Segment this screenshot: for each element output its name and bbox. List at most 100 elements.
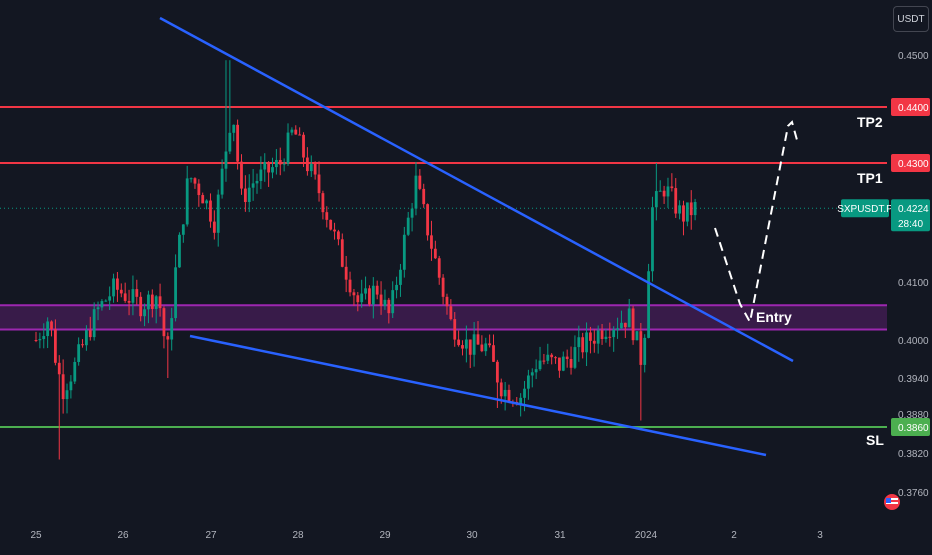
symbol-tag: [841, 199, 889, 218]
candle: [240, 161, 243, 189]
candle: [682, 205, 685, 222]
candle: [166, 336, 170, 340]
y-tick-label: 0.3940: [898, 374, 929, 385]
x-tick-label: 2024: [635, 530, 658, 541]
candle: [383, 299, 387, 306]
candle: [643, 337, 647, 365]
candle: [395, 284, 398, 291]
candle: [379, 294, 383, 306]
level-price-tag-tp1: [891, 154, 930, 172]
candle: [538, 360, 542, 370]
candle: [654, 191, 658, 208]
candle: [209, 200, 212, 222]
candle: [112, 278, 115, 297]
candle: [340, 239, 344, 267]
candle: [290, 129, 294, 133]
candle: [453, 319, 457, 340]
candle: [325, 212, 329, 220]
candle: [387, 299, 391, 314]
level-name-tp2: TP2: [857, 114, 883, 130]
candle: [674, 188, 678, 214]
candle: [143, 309, 146, 317]
candle: [530, 372, 534, 376]
candle: [174, 267, 177, 319]
candle: [263, 162, 267, 170]
candle: [484, 343, 488, 352]
candle: [61, 374, 65, 400]
candle: [371, 285, 375, 305]
candle: [127, 300, 131, 303]
candle: [178, 234, 181, 268]
candle: [406, 217, 410, 235]
candle: [422, 188, 426, 205]
candle: [585, 332, 588, 353]
candle: [581, 337, 585, 353]
candle: [492, 345, 495, 362]
candle: [337, 231, 340, 240]
candle: [131, 289, 135, 303]
candle: [294, 129, 298, 135]
x-tick-label: 27: [205, 530, 217, 541]
candle: [154, 296, 158, 309]
candle: [461, 345, 464, 349]
candle: [472, 334, 476, 355]
candle: [34, 340, 38, 341]
candle: [503, 389, 507, 397]
candle: [600, 330, 604, 339]
wedge-lower-trendline: [189, 334, 767, 457]
x-tick-label: 25: [30, 530, 42, 541]
candle: [430, 235, 433, 249]
candle: [123, 293, 127, 301]
candle: [410, 208, 414, 218]
candle: [616, 328, 619, 330]
currency-button[interactable]: USDT: [893, 6, 929, 32]
candle: [596, 330, 600, 344]
candle: [418, 175, 422, 189]
candle: [457, 339, 461, 346]
candle: [488, 343, 492, 346]
candle: [526, 375, 530, 389]
candle: [402, 234, 406, 270]
x-tick-label: 2: [731, 530, 737, 541]
candle: [150, 294, 154, 309]
candle: [92, 309, 96, 338]
candle: [426, 204, 429, 236]
candle: [247, 187, 251, 202]
candle: [309, 163, 313, 172]
candle: [658, 190, 662, 192]
candle: [519, 397, 523, 405]
candle: [81, 344, 84, 346]
candle: [399, 269, 402, 285]
candle: [232, 124, 236, 133]
current-price-tag: [891, 199, 930, 232]
candle: [507, 389, 511, 402]
candle: [523, 388, 526, 398]
candle: [243, 188, 247, 202]
candle: [162, 308, 166, 337]
candle: [189, 178, 193, 180]
candle: [329, 219, 333, 230]
y-tick-label: 0.3880: [898, 410, 929, 421]
y-tick-label: 0.3820: [898, 449, 929, 460]
level-name-sl: SL: [866, 432, 884, 448]
candle: [437, 258, 441, 278]
candle: [321, 193, 325, 213]
y-tick-label: 0.3760: [898, 488, 929, 499]
candle: [554, 357, 557, 359]
candle: [100, 301, 104, 308]
y-tick-label: 0.4100: [898, 278, 929, 289]
symbol-label: SXPUSDT.P: [837, 204, 893, 215]
candle: [375, 285, 379, 295]
candle: [449, 306, 453, 320]
candle: [116, 278, 119, 290]
countdown-label: 28:40: [898, 219, 923, 230]
level-price-tag-tp2: [891, 98, 930, 116]
candle: [73, 361, 77, 382]
candle: [635, 331, 639, 341]
candle: [69, 381, 73, 391]
candle: [185, 178, 189, 225]
candle: [464, 339, 468, 349]
candle: [662, 190, 666, 197]
us-flag-icon[interactable]: [883, 493, 901, 511]
